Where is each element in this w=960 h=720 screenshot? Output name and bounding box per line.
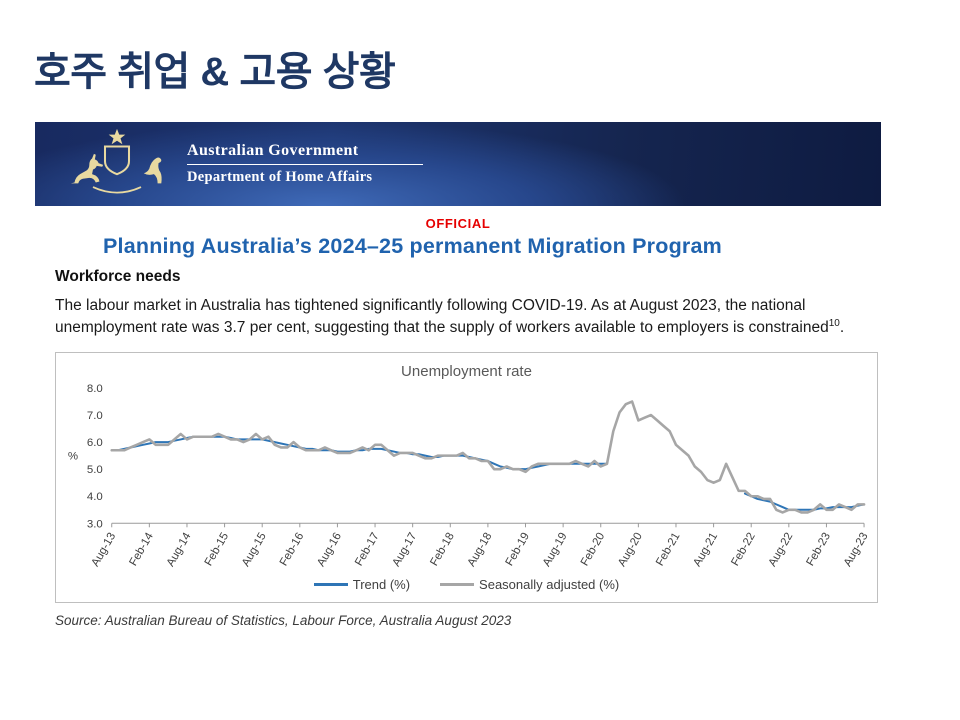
svg-text:4.0: 4.0 [87,492,103,504]
government-banner: Australian Government Department of Home… [35,122,881,206]
page-title: 호주 취업 & 고용 상황 [34,49,396,94]
svg-text:Aug-18: Aug-18 [466,531,495,569]
svg-text:Aug-15: Aug-15 [240,531,269,569]
government-document: Australian Government Department of Home… [35,122,881,628]
svg-text:Feb-19: Feb-19 [504,531,533,568]
body-paragraph: The labour market in Australia has tight… [55,295,873,339]
unemployment-chart: Unemployment rate 3.0 4.0 5.0 6.0 7.0 8.0% Aug… [55,352,878,604]
svg-text:Aug-19: Aug-19 [541,531,570,569]
legend-label-trend: Trend (%) [352,577,411,593]
document-heading: Planning Australia’s 2024–25 permanent M… [103,234,722,258]
svg-text:Aug-16: Aug-16 [315,531,344,569]
commonwealth-star-icon [108,128,126,145]
svg-text:Feb-18: Feb-18 [428,531,457,568]
footnote-reference: 10 [828,318,840,330]
legend-label-seasonal: Seasonally adjusted (%) [479,577,620,593]
svg-text:Feb-22: Feb-22 [729,531,758,568]
svg-text:Aug-14: Aug-14 [165,531,194,569]
banner-divider [187,164,423,165]
svg-text:Feb-17: Feb-17 [353,531,382,568]
source-citation: Source: Australian Bureau of Statistics,… [55,613,512,629]
svg-text:3.0: 3.0 [87,519,103,531]
legend-item-seasonal: Seasonally adjusted (%) [440,577,619,592]
body-text-end: . [839,319,845,337]
trend-line-swatch [313,583,348,587]
svg-text:Aug-21: Aug-21 [691,531,720,569]
banner-text: Australian Government Department of Home… [187,142,423,186]
svg-text:7.0: 7.0 [87,410,103,422]
svg-text:Aug-22: Aug-22 [767,531,796,569]
ribbon-icon [92,186,142,194]
svg-text:%: % [68,451,78,463]
svg-text:Feb-16: Feb-16 [278,531,307,568]
government-title: Australian Government [187,142,359,159]
legend-item-trend: Trend (%) [313,577,411,593]
shield-icon [103,145,131,176]
line-chart-plot: 3.0 4.0 5.0 6.0 7.0 8.0% Aug-13 Feb-14 Aug-14 Feb… [68,383,871,569]
svg-text:8.0: 8.0 [87,383,103,395]
workforce-needs-subheading: Workforce needs [55,268,181,286]
emu-icon [143,157,162,184]
svg-text:5.0: 5.0 [87,465,103,477]
svg-text:Aug-13: Aug-13 [89,531,118,569]
chart-title: Unemployment rate [401,363,532,381]
official-classification-label: OFFICIAL [425,216,491,231]
kangaroo-icon [70,153,104,184]
svg-text:Aug-17: Aug-17 [390,531,419,569]
svg-text:Aug-23: Aug-23 [842,531,871,569]
department-title: Department of Home Affairs [187,169,373,185]
body-text: The labour market in Australia has tight… [55,297,829,337]
svg-text:Feb-15: Feb-15 [203,531,232,568]
australian-coat-of-arms-icon [70,128,162,194]
svg-text:Feb-21: Feb-21 [654,531,683,568]
svg-text:Feb-23: Feb-23 [805,531,834,568]
svg-text:Feb-14: Feb-14 [127,531,156,569]
seasonal-line-swatch [440,583,475,587]
svg-text:6.0: 6.0 [87,437,103,449]
svg-text:Feb-20: Feb-20 [579,531,608,568]
svg-text:Aug-20: Aug-20 [616,531,645,569]
chart-legend: Trend (%) Seasonally adjusted (%) [56,577,877,602]
